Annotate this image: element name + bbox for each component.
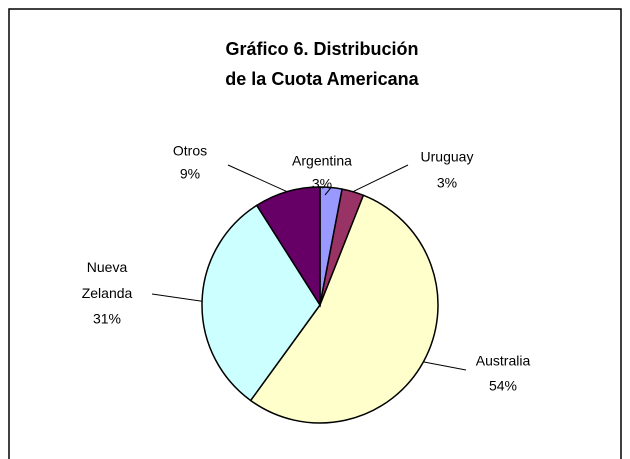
pie-slice <box>249 194 439 424</box>
slice-value-label: 9% <box>180 166 200 182</box>
slice-label: Argentina <box>292 153 352 169</box>
slice-label: Nueva Zelanda <box>82 259 133 301</box>
leader-line <box>352 164 409 193</box>
slice-value-label: 54% <box>489 378 517 394</box>
slice-value-label: 31% <box>93 311 121 327</box>
leader-line <box>423 361 467 371</box>
slice-label: Otros <box>173 143 207 159</box>
leader-line <box>227 164 288 193</box>
chart-title: de la Cuota Americana <box>225 69 419 89</box>
slice-label: Uruguay <box>421 149 474 165</box>
chart-title: Gráfico 6. Distribución <box>225 39 418 59</box>
slice-label: Australia <box>476 353 531 369</box>
slice-label-line: Nueva <box>87 259 128 275</box>
slice-label-line: Zelanda <box>82 285 133 301</box>
slice-value-label: 3% <box>437 175 457 191</box>
leader-line <box>151 293 203 302</box>
leader-line <box>324 187 332 196</box>
